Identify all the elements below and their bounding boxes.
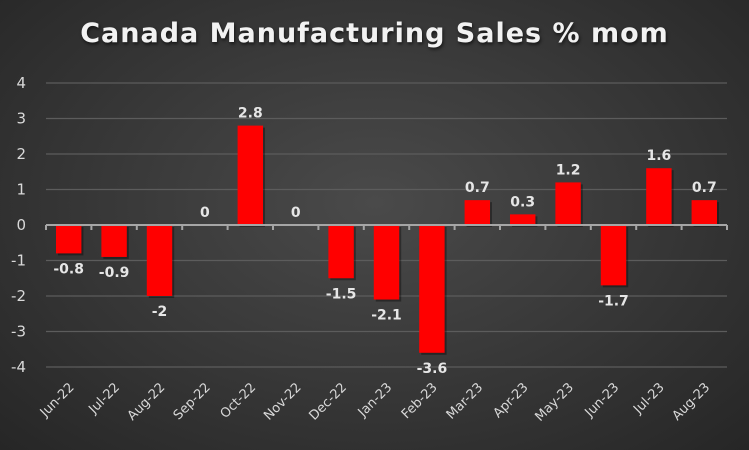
x-tick-label: Mar-23: [444, 380, 486, 422]
bar: [328, 225, 354, 279]
x-axis-ticks: Jun-22 Jul-22 Aug-22 Sep-22 Oct-22 Nov-22 Dec-…: [37, 380, 713, 424]
x-tick-label: Jul-22: [86, 380, 123, 417]
data-label: 1.6: [646, 148, 671, 164]
bar: [464, 200, 491, 225]
x-tick-label: Apr-23: [491, 380, 532, 421]
data-label: 0.3: [510, 194, 535, 210]
x-tick-label: Jan-23: [355, 380, 396, 421]
data-label: 1.2: [556, 162, 581, 178]
x-tick-label: Jun-23: [582, 380, 623, 421]
data-label: -1.5: [326, 286, 357, 302]
y-tick-label: -1: [11, 252, 26, 270]
y-tick-label: 3: [16, 110, 26, 128]
x-tick-label: Sep-22: [171, 380, 214, 423]
bar: [600, 225, 627, 286]
bar: [419, 225, 445, 353]
bar: [237, 125, 264, 225]
x-tick-label: Jun-22: [37, 380, 78, 421]
data-labels: -0.8 -0.9 -2 0 2.8 0 -1.5 -2.1 -3.6 0.7 0.3 1.2 -1.7…: [53, 106, 716, 377]
data-label: 0.7: [692, 180, 717, 196]
x-tick-label: Aug-22: [125, 380, 169, 424]
data-label: -3.6: [417, 361, 448, 377]
data-label: 0: [291, 205, 301, 221]
data-label: -1.7: [598, 293, 629, 309]
x-tick-label: Nov-22: [261, 380, 304, 423]
y-tick-label: 1: [16, 181, 26, 199]
bar: [555, 182, 581, 225]
bar: [373, 225, 400, 300]
bar: [509, 214, 536, 225]
x-tick-label: May-23: [532, 380, 576, 424]
x-tick-label: Jul-23: [630, 380, 667, 417]
data-label: -0.9: [99, 265, 130, 281]
x-tick-label: Aug-23: [670, 380, 714, 424]
y-tick-label: -4: [11, 358, 26, 376]
bar: [55, 225, 82, 254]
y-tick-label: -2: [11, 287, 26, 305]
y-tick-label: 0: [16, 216, 26, 234]
y-tick-label: 2: [16, 145, 26, 163]
bar: [146, 225, 173, 296]
y-axis-ticks: 4 3 2 1 0 -1 -2 -3 -4: [11, 74, 26, 376]
bar: [691, 200, 718, 225]
y-tick-label: -3: [11, 323, 26, 341]
data-label: 0: [200, 205, 210, 221]
x-tick-label: Dec-22: [307, 380, 350, 423]
bars: [55, 125, 720, 355]
data-label: -0.8: [53, 261, 84, 277]
data-label: -2.1: [371, 308, 402, 324]
data-label: -2: [152, 304, 168, 320]
data-label: 0.7: [465, 180, 490, 196]
x-tick-label: Feb-23: [399, 380, 441, 422]
bar: [101, 225, 127, 257]
x-axis: [45, 224, 728, 230]
chart-title: Canada Manufacturing Sales % mom: [80, 18, 669, 49]
data-label: 2.8: [238, 106, 263, 122]
y-tick-label: 4: [16, 74, 26, 92]
bar: [646, 168, 672, 225]
x-tick-label: Oct-22: [218, 380, 260, 422]
